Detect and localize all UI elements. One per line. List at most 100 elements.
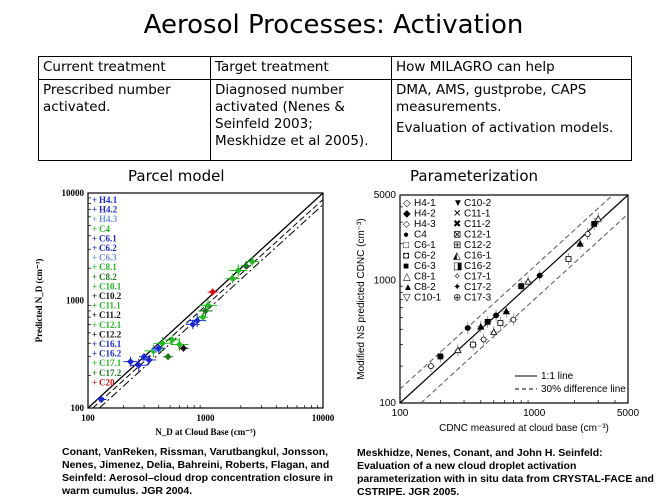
legend-marker: + [92, 243, 97, 253]
y-axis-label: Modified NS predicted CDNC (cm⁻³) [356, 218, 367, 379]
data-point [229, 275, 237, 283]
x-tick-label: 1000 [197, 413, 216, 423]
legend-marker: + [92, 320, 97, 330]
legend-label: C11.1 [99, 301, 121, 311]
data-point [454, 346, 462, 354]
data-point [510, 316, 517, 323]
legend-marker: + [92, 358, 97, 368]
data-point [502, 307, 511, 315]
header-milagro: How MILAGRO can help [391, 56, 632, 80]
legend-label: C17.1 [99, 358, 122, 368]
milagro-line-1: DMA, AMS, gustprobe, CAPS measurements. [396, 82, 587, 115]
legend-label: C8.2 [99, 272, 117, 282]
legend-marker: ▽ [403, 293, 411, 304]
legend-marker: + [92, 195, 97, 205]
legend-label: C20 [99, 377, 115, 387]
legend-marker: ⊞ [453, 240, 461, 251]
legend-marker: ◇ [403, 198, 411, 209]
legend-marker: ● [403, 230, 409, 241]
data-point [140, 353, 148, 361]
legend-marker: ⊕ [453, 293, 461, 304]
legend-label: C12.1 [99, 320, 122, 330]
legend-label: C6.1 [99, 233, 117, 243]
data-point [493, 312, 499, 319]
data-point [437, 353, 444, 360]
x-axis-label: CDNC measured at cloud base (cm⁻³) [439, 423, 609, 434]
one-to-one-line [87, 192, 324, 409]
legend-label: C8-1 [414, 272, 436, 283]
legend-label: C4 [414, 230, 427, 241]
legend-marker: + [92, 339, 97, 349]
legend-label: H4.2 [99, 205, 118, 215]
legend-label: C10.2 [99, 291, 122, 301]
legend-marker: ✧ [453, 272, 461, 283]
legend-label: C17-3 [464, 293, 492, 304]
data-point [428, 363, 434, 370]
data-point [565, 256, 572, 262]
legend-marker: □ [403, 240, 409, 251]
legend-label: C11-2 [464, 219, 491, 230]
y-tick-label: 100 [71, 403, 85, 413]
legend-marker: + [92, 329, 97, 339]
data-point [145, 356, 153, 364]
legend-marker: + [92, 205, 97, 215]
data-point [594, 214, 602, 222]
data-point [242, 262, 250, 270]
legend-marker: ▲ [403, 282, 413, 293]
legend-line-label: 30% difference line [541, 384, 626, 395]
legend-label: C4 [99, 224, 110, 234]
x-tick-label: 5000 [617, 408, 640, 419]
legend-label: H4.3 [99, 214, 118, 224]
legend-marker: ▼ [453, 198, 463, 209]
legend-marker: + [92, 301, 97, 311]
legend-label: C6.3 [99, 253, 117, 263]
data-point [201, 307, 210, 315]
legend-label: C16.2 [99, 349, 122, 359]
data-point [464, 325, 471, 331]
data-point [591, 221, 598, 227]
data-point [576, 239, 584, 247]
data-point [193, 317, 201, 325]
legend-label: C6-1 [414, 240, 436, 251]
legend-label: C6-2 [414, 251, 436, 262]
legend-marker: + [92, 310, 97, 320]
x-tick-label: 1000 [523, 408, 546, 419]
data-point [179, 344, 188, 352]
data-point [204, 301, 212, 309]
data-point [518, 283, 525, 290]
header-current: Current treatment [38, 56, 211, 80]
legend-label: C8.1 [99, 262, 117, 272]
legend-marker: ■ [403, 261, 409, 272]
legend-marker: ◘ [403, 251, 409, 262]
legend-label: H4-3 [414, 219, 436, 230]
data-point [524, 277, 532, 285]
data-point [477, 322, 485, 330]
legend-label: C16-2 [464, 261, 492, 272]
legend-line-label: 1:1 line [541, 371, 574, 382]
y-tick-label: 1000 [374, 276, 397, 287]
data-point [175, 340, 183, 348]
legend-label: C11-1 [464, 209, 491, 220]
data-point [126, 358, 135, 366]
legend-marker: △ [403, 272, 411, 283]
cell-milagro: DMA, AMS, gustprobe, CAPS measurements. … [391, 79, 632, 161]
data-point [158, 339, 166, 347]
data-point [199, 313, 207, 321]
cell-target: Diagnosed number activated (Nenes & Sein… [210, 79, 392, 161]
cell-current: Prescribed number activated. [38, 79, 211, 161]
legend-marker: + [92, 262, 97, 272]
dashdot-fit-line [99, 204, 324, 409]
data-point [135, 361, 143, 369]
page-title: Aerosol Processes: Activation [143, 10, 524, 40]
y-tick-label: 10000 [62, 188, 85, 198]
data-point [536, 272, 543, 279]
x-tick-label: 10000 [312, 413, 335, 423]
legend-marker: ✖ [453, 219, 461, 230]
data-point [209, 288, 217, 296]
legend-label: C16.1 [99, 339, 122, 349]
y-tick-label: 1000 [66, 296, 85, 306]
treatment-table: Current treatment Target treatment How M… [38, 56, 632, 161]
legend-marker: ✕ [453, 209, 461, 220]
parcel-model-chart: 100 1000 10000 100 1000 10000 N_D at Cloud Bas… [34, 188, 335, 437]
y-tick-label: 5000 [374, 190, 397, 201]
